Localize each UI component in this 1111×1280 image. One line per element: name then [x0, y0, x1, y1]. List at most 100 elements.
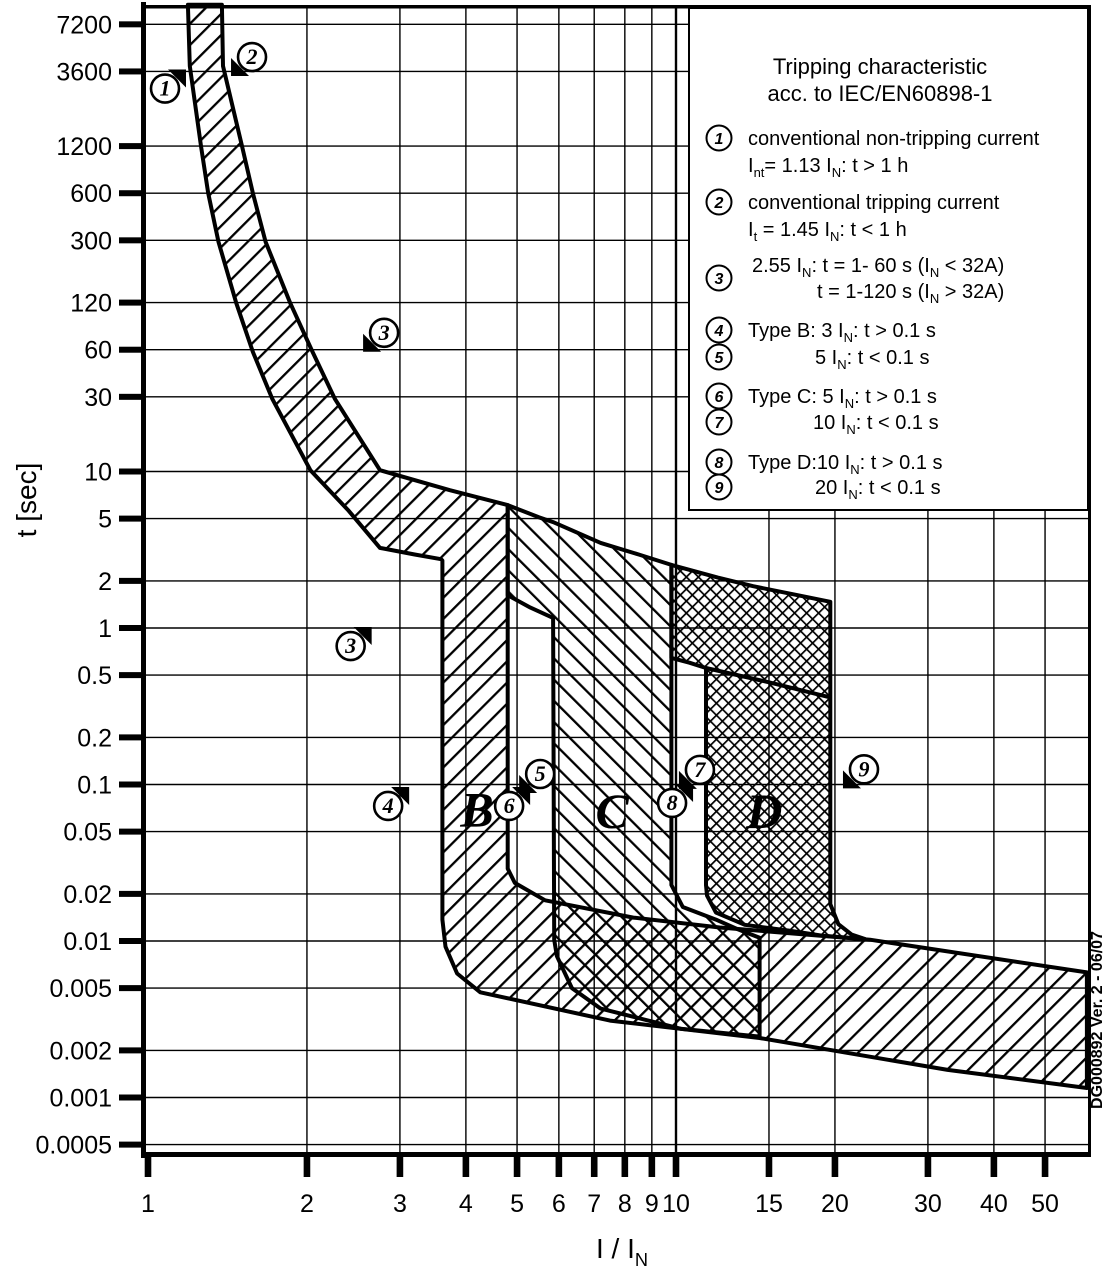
marker-number-7: 7 [694, 757, 706, 782]
y-tick-60 [119, 346, 146, 353]
y-tick-0.0005 [119, 1141, 146, 1148]
band-letter-C: C [595, 783, 629, 839]
y-tick-3600 [119, 68, 146, 75]
y-tick-30 [119, 393, 146, 400]
legend-text-3-0: 2.55 IN: t = 1- 60 s (IN < 32A) [752, 255, 1004, 280]
x-tick-10 [672, 1156, 680, 1177]
x-tick-label-1: 1 [141, 1190, 155, 1218]
x-tick-20 [831, 1156, 839, 1177]
legend-text-8-0: Type D:10 IN: t > 0.1 s [748, 452, 943, 477]
legend-number-1: 1 [715, 131, 724, 148]
x-tick-9 [648, 1156, 656, 1177]
legend-number-6: 6 [715, 389, 724, 406]
lower-thermal-curve-extension [705, 666, 831, 700]
y-tick-label-30: 30 [84, 384, 112, 412]
marker-number-4: 4 [382, 793, 394, 818]
y-tick-label-0.0005: 0.0005 [36, 1132, 112, 1160]
y-tick-300 [119, 237, 146, 244]
marker-flag-3 [353, 627, 372, 646]
marker-number-1: 1 [160, 76, 171, 101]
marker-4-4: 4 [372, 786, 410, 822]
marker-9-9: 9 [842, 754, 880, 789]
legend-number-5: 5 [715, 350, 725, 367]
marker-number-5: 5 [535, 761, 546, 786]
marker-3-2: 3 [363, 317, 400, 352]
marker-2-1: 2 [231, 41, 268, 77]
legend-text-1-1: Int= 1.13 IN: t > 1 h [748, 155, 908, 180]
legend-circle-9 [705, 473, 733, 501]
band-letter-B: B [459, 782, 493, 838]
y-tick-0.02 [119, 890, 146, 897]
x-tick-label-8: 8 [618, 1190, 632, 1218]
marker-circle-6 [493, 790, 525, 822]
marker-flag-9 [842, 770, 861, 789]
marker-number-3: 3 [378, 320, 390, 345]
legend-text-9-0: 20 IN: t < 0.1 s [815, 477, 941, 502]
legend-text-3-1: t = 1-120 s (IN > 32A) [817, 281, 1004, 306]
thermal-and-type-b-band [185, 2, 1089, 1090]
doc-ref-vertical: DG000892 Ver. 2 - 06/07 [1089, 931, 1106, 1109]
legend-number-7: 7 [715, 415, 725, 432]
marker-circle-3 [368, 317, 400, 349]
tripping-bands [185, 2, 1089, 1090]
x-tick-4 [462, 1156, 470, 1177]
legend-item-6: 6 Type C: 5 IN: t > 0.1 s [705, 382, 937, 411]
legend-item-8: 8 Type D:10 IN: t > 0.1 s [705, 448, 943, 477]
marker-circle-4 [372, 790, 404, 822]
legend-item-7: 7 10 IN: t < 0.1 s [705, 408, 939, 437]
legend-number-4: 4 [714, 323, 724, 340]
marker-flag-4 [391, 786, 410, 805]
marker-8-8: 8 [656, 783, 694, 819]
x-tick-label-7: 7 [587, 1190, 601, 1218]
legend-item-1: 1 conventional non-tripping current Int= 1… [705, 124, 1040, 180]
marker-flag-1 [168, 69, 187, 88]
y-axis-title: t [sec] [11, 463, 42, 538]
marker-3-3: 3 [335, 627, 372, 662]
marker-flag-6 [512, 786, 531, 805]
legend-item-9: 9 20 IN: t < 0.1 s [705, 473, 941, 502]
plot-frame [119, 2, 1091, 1177]
marker-circle-5 [524, 758, 556, 790]
y-tick-label-600: 600 [70, 180, 112, 208]
x-tick-label-6: 6 [552, 1190, 566, 1218]
x-tick-label-30: 30 [914, 1190, 942, 1218]
type-c-band [505, 503, 762, 1039]
marker-circle-2 [236, 41, 268, 73]
y-tick-label-300: 300 [70, 227, 112, 255]
legend-circle-5 [705, 343, 733, 371]
y-tick-label-120: 120 [70, 290, 112, 318]
x-tick-1 [144, 1156, 152, 1177]
marker-7-7: 7 [678, 754, 716, 789]
x-tick-label-40: 40 [980, 1190, 1008, 1218]
y-tick-label-10: 10 [84, 459, 112, 487]
marker-number-9: 9 [858, 756, 869, 781]
legend-item-2: 2 conventional tripping current It = 1.45 … [705, 188, 1000, 244]
x-tick-label-2: 2 [300, 1190, 314, 1218]
frame-top [141, 5, 1091, 9]
y-tick-0.005 [119, 985, 146, 992]
legend-number-3: 3 [715, 271, 724, 288]
legend-title-line2: acc. to IEC/EN60898-1 [767, 81, 992, 106]
legend-title-line1: Tripping characteristic [773, 54, 987, 79]
legend-item-4: 4 Type B: 3 IN: t > 0.1 s [705, 316, 936, 345]
marker-number-3: 3 [344, 633, 356, 658]
y-tick-7200 [119, 21, 146, 28]
legend-circle-4 [705, 316, 733, 344]
y-tick-label-7200: 7200 [56, 11, 112, 39]
legend-circle-7 [705, 408, 733, 436]
x-tick-30 [924, 1156, 932, 1177]
y-tick-0.01 [119, 938, 146, 944]
x-tick-label-9: 9 [645, 1190, 659, 1218]
y-tick-0.002 [119, 1047, 146, 1054]
y-tick-label-5: 5 [98, 506, 112, 534]
x-axis-title: I / IN [596, 1233, 648, 1270]
y-tick-600 [119, 190, 146, 197]
y-tick-1 [119, 625, 146, 631]
type-d-band [669, 562, 867, 941]
x-tick-label-50: 50 [1031, 1190, 1059, 1218]
y-tick-label-0.5: 0.5 [77, 662, 112, 690]
y-tick-label-60: 60 [84, 337, 112, 365]
